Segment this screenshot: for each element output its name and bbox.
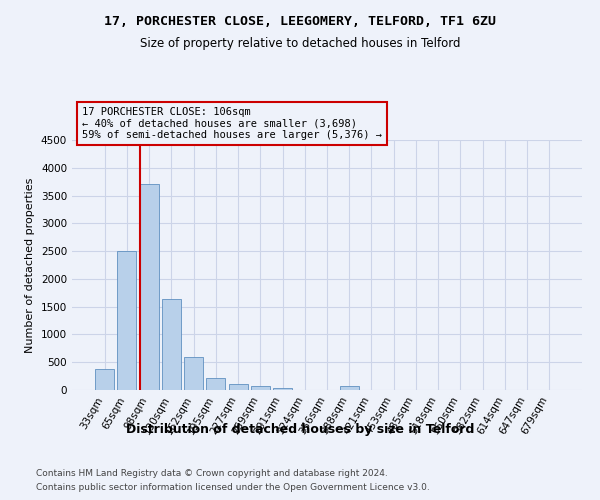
Bar [162,300,181,390]
Bar [229,384,248,390]
Bar [118,251,136,390]
Bar [184,357,203,390]
Text: Contains public sector information licensed under the Open Government Licence v3: Contains public sector information licen… [36,484,430,492]
Y-axis label: Number of detached properties: Number of detached properties [25,178,35,352]
Text: Contains HM Land Registry data © Crown copyright and database right 2024.: Contains HM Land Registry data © Crown c… [36,468,388,477]
Bar [95,370,114,390]
Text: Size of property relative to detached houses in Telford: Size of property relative to detached ho… [140,38,460,51]
Bar [251,386,270,390]
Text: Distribution of detached houses by size in Telford: Distribution of detached houses by size … [126,422,474,436]
Bar [140,184,158,390]
Bar [206,378,225,390]
Text: 17, PORCHESTER CLOSE, LEEGOMERY, TELFORD, TF1 6ZU: 17, PORCHESTER CLOSE, LEEGOMERY, TELFORD… [104,15,496,28]
Text: 17 PORCHESTER CLOSE: 106sqm
← 40% of detached houses are smaller (3,698)
59% of : 17 PORCHESTER CLOSE: 106sqm ← 40% of det… [82,107,382,140]
Bar [273,388,292,390]
Bar [340,386,359,390]
